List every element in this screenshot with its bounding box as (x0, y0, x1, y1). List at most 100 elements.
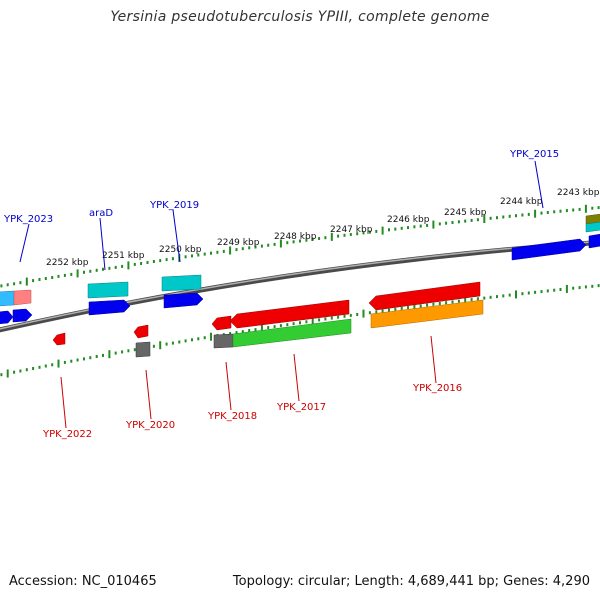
upper-minor-tick (32, 279, 35, 283)
lower-minor-tick (394, 307, 397, 311)
upper-minor-tick (102, 267, 104, 271)
lower-minor-tick (114, 351, 117, 355)
lower-minor-tick (445, 301, 448, 305)
lower-minor-tick (381, 309, 384, 313)
upper-minor-tick (419, 224, 422, 228)
scale-label-2244: 2244 kbp (500, 197, 543, 207)
gene-label-ypk2016: YPK_2016 (412, 383, 462, 394)
scale-label-2251: 2251 kbp (102, 251, 145, 261)
gene-ypk2017-red[interactable] (229, 299, 350, 329)
gene-label-ypk2017: YPK_2017 (276, 402, 326, 413)
lower-minor-tick (76, 358, 79, 362)
gene-ypk2022-red[interactable] (52, 332, 66, 346)
upper-minor-tick (496, 216, 498, 220)
gene-arad-cyan[interactable] (87, 281, 129, 299)
leader-ypk2023 (19, 223, 30, 263)
upper-minor-tick (565, 209, 568, 213)
lower-minor-tick (95, 355, 98, 358)
lower-minor-tick (184, 339, 187, 343)
upper-minor-tick (286, 241, 289, 245)
lower-minor-tick (438, 302, 441, 305)
leader-ypk2017 (293, 353, 300, 402)
lower-minor-tick (121, 350, 124, 354)
lower-major-tick (108, 350, 111, 359)
gene-arad-blue[interactable] (88, 299, 131, 316)
upper-minor-tick (470, 218, 473, 222)
upper-minor-tick (356, 232, 359, 236)
upper-minor-tick (311, 237, 314, 241)
upper-minor-tick (57, 274, 60, 278)
upper-minor-tick (19, 281, 22, 285)
gene-ypk2016-orange[interactable] (370, 299, 484, 329)
upper-minor-tick (597, 206, 600, 210)
gene-ypk2023-blue-b[interactable] (12, 308, 33, 323)
scale-label-2246: 2246 kbp (387, 215, 430, 225)
upper-minor-tick (51, 276, 54, 279)
gene-label-arad: araD (89, 208, 113, 219)
lower-minor-tick (83, 357, 85, 361)
upper-minor-tick (413, 225, 416, 229)
upper-minor-tick (527, 212, 530, 216)
upper-minor-tick (114, 265, 117, 269)
lower-major-tick (159, 341, 162, 350)
upper-minor-tick (235, 248, 238, 252)
scale-label-2245: 2245 kbp (444, 208, 487, 218)
lower-minor-tick (546, 289, 549, 293)
gene-ypk2015-blue[interactable] (511, 238, 587, 261)
gene-ypk2020-gray[interactable] (135, 341, 151, 358)
gene-features-forward (0, 213, 600, 325)
lower-minor-tick (330, 316, 333, 320)
gene-ypk2019-cyan[interactable] (161, 274, 202, 292)
gene-edge-olive[interactable] (585, 213, 600, 225)
upper-minor-tick (407, 226, 409, 230)
gene-edge-blue[interactable] (588, 233, 600, 249)
upper-minor-tick (95, 268, 98, 272)
lower-minor-tick (559, 288, 562, 291)
lower-minor-tick (203, 336, 206, 340)
lower-minor-tick (229, 332, 232, 336)
lower-minor-tick (426, 303, 429, 307)
upper-major-tick (229, 246, 232, 255)
upper-minor-tick (489, 216, 492, 220)
upper-minor-tick (438, 222, 441, 226)
gene-ypk2019-blue[interactable] (163, 292, 204, 309)
lower-minor-tick (0, 373, 3, 377)
lower-minor-tick (337, 315, 340, 319)
lower-minor-tick (419, 304, 422, 308)
lower-minor-tick (63, 360, 66, 364)
upper-minor-tick (451, 221, 454, 224)
genome-summary-text: Topology: circular; Length: 4,689,441 bp… (232, 574, 590, 589)
lower-minor-tick (407, 306, 409, 310)
upper-minor-tick (159, 259, 162, 263)
gene-ypk2020-red[interactable] (133, 324, 149, 339)
gene-ypk2023-pink[interactable] (13, 289, 32, 306)
lower-minor-tick (451, 300, 454, 304)
upper-minor-tick (368, 230, 371, 234)
gene-ypk2017-green[interactable] (232, 318, 352, 348)
lower-minor-tick (152, 344, 155, 348)
gene-ypk2023-blue-a[interactable] (0, 310, 14, 325)
lower-minor-tick (19, 369, 22, 373)
lower-minor-tick (254, 328, 257, 332)
gene-edge-cyan[interactable] (585, 221, 600, 233)
scale-label-2249: 2249 kbp (217, 238, 260, 248)
upper-minor-tick (292, 240, 295, 244)
lower-minor-tick (502, 294, 505, 298)
gene-ypk2016-red[interactable] (368, 281, 481, 311)
upper-major-tick (584, 204, 587, 213)
upper-minor-tick (591, 206, 594, 210)
lower-minor-tick (578, 286, 581, 290)
upper-minor-tick (222, 249, 225, 253)
upper-minor-tick (197, 253, 200, 257)
lower-minor-tick (13, 370, 16, 374)
lower-minor-tick (483, 296, 486, 300)
upper-minor-tick (476, 218, 479, 222)
gene-ypk2018-gray[interactable] (213, 333, 234, 349)
upper-minor-tick (241, 247, 244, 251)
lower-minor-tick (470, 298, 473, 302)
gene-label-ypk2022: YPK_2022 (42, 429, 92, 440)
lower-major-tick (515, 290, 517, 299)
gene-ypk2023-lightblue[interactable] (0, 290, 15, 307)
lower-minor-tick (279, 324, 282, 328)
gene-ypk2018-red[interactable] (211, 315, 232, 331)
